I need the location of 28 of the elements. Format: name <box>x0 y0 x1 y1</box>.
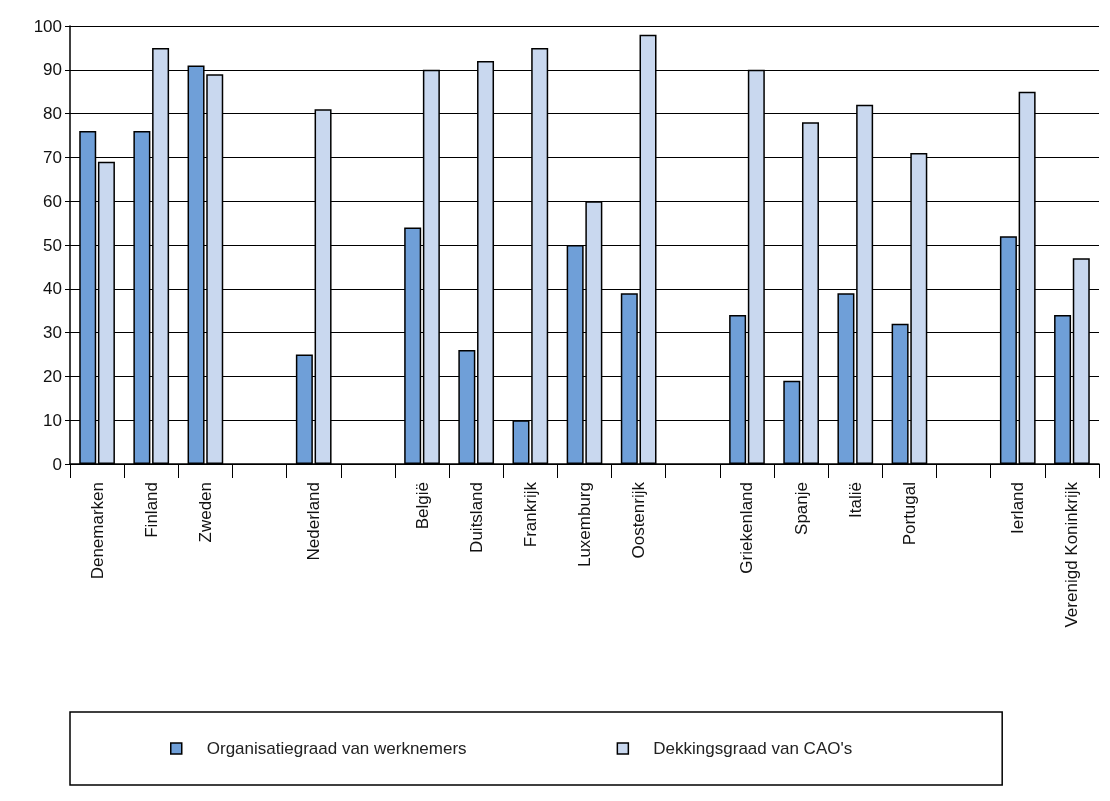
y-tick-label: 10 <box>43 410 62 430</box>
y-tick-label: 50 <box>43 235 62 255</box>
y-tick-label: 80 <box>43 104 62 124</box>
x-tick-label: Denemarken <box>87 482 107 580</box>
y-tick-label: 100 <box>33 16 62 36</box>
legend-label: Dekkingsgraad van CAO's <box>653 739 853 758</box>
x-tick-label: Duitsland <box>466 482 486 553</box>
y-tick-label: 30 <box>43 323 62 343</box>
x-tick-label: België <box>412 482 432 530</box>
x-tick-label: Luxemburg <box>575 482 594 568</box>
x-tick-label: Spanje <box>791 482 811 535</box>
legend-label: Organisatiegraad van werknemers <box>206 739 467 758</box>
x-tick-label: Nederland <box>304 482 324 561</box>
x-tick-label: Italië <box>845 482 865 518</box>
y-tick-label: 40 <box>43 279 62 299</box>
y-tick-label: 0 <box>52 454 62 474</box>
x-tick-label: Oostenrijk <box>629 481 649 559</box>
y-tick-label: 20 <box>43 366 62 386</box>
x-tick-label: Frankrijk <box>520 481 540 548</box>
y-tick-label: 70 <box>43 147 62 167</box>
x-tick-label: Zweden <box>195 482 215 543</box>
x-tick-label: Verenigd Koninkrijk <box>1062 481 1082 628</box>
x-tick-label: Portugal <box>899 482 919 546</box>
x-tick-label: Ierland <box>1008 482 1028 534</box>
y-tick-label: 60 <box>43 191 62 211</box>
x-tick-label: Finland <box>141 482 161 538</box>
y-tick-label: 90 <box>43 60 62 80</box>
x-tick-label: Griekenland <box>737 482 757 574</box>
